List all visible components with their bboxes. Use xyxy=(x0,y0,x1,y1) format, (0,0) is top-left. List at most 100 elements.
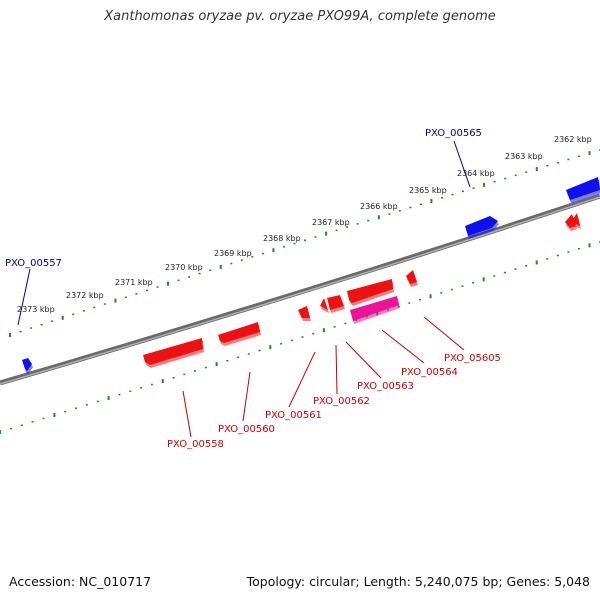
gene-leader-line xyxy=(335,344,338,395)
outer-tick xyxy=(304,239,306,241)
kbp-tick-label: 2372 kbp xyxy=(66,291,104,300)
gene-leader-line xyxy=(242,371,251,422)
inner-tick xyxy=(408,302,411,304)
outer-tick xyxy=(441,197,443,199)
inner-tick xyxy=(96,400,99,403)
outer-tick xyxy=(251,256,254,258)
kbp-tick-label: 2365 kbp xyxy=(409,186,447,195)
gene-label[interactable]: PXO_00557 xyxy=(5,258,62,269)
inner-tick xyxy=(215,362,218,367)
outer-tick xyxy=(124,296,127,298)
inner-tick xyxy=(577,248,580,250)
outer-tick xyxy=(472,187,475,189)
inner-tick xyxy=(493,275,496,277)
outer-tick xyxy=(177,279,180,282)
inner-tick xyxy=(258,349,261,352)
inner-tick xyxy=(280,343,283,345)
outer-tick xyxy=(451,193,454,196)
inner-tick xyxy=(226,360,229,362)
genome-backbone xyxy=(0,193,600,386)
gene-feature-unlabeled[interactable] xyxy=(571,213,580,226)
gene-pxo-00561[interactable] xyxy=(298,306,310,318)
inner-tick xyxy=(503,271,506,274)
gene-pxo-00564[interactable] xyxy=(347,279,393,303)
outer-tick xyxy=(114,298,117,303)
gene-pxo-05605[interactable] xyxy=(406,270,417,284)
gene-label[interactable]: PXO_00563 xyxy=(357,381,414,392)
inner-tick xyxy=(269,345,272,350)
outer-tick xyxy=(493,181,496,183)
outer-tick xyxy=(272,248,275,253)
outer-tick xyxy=(388,213,391,215)
gene-pxo-00557[interactable] xyxy=(22,358,32,371)
inner-tick xyxy=(237,356,240,359)
inner-tick xyxy=(20,424,23,426)
inner-tick xyxy=(183,373,186,376)
outer-tick xyxy=(535,167,538,171)
gene-pxo-00562[interactable] xyxy=(327,295,344,310)
outer-tick xyxy=(209,269,212,271)
kbp-tick-label: 2370 kbp xyxy=(165,263,203,272)
outer-tick xyxy=(314,236,317,238)
gene-label[interactable]: PXO_00560 xyxy=(218,424,275,435)
kbp-tick-label: 2362 kbp xyxy=(554,135,592,144)
inner-tick xyxy=(118,393,121,396)
outer-tick xyxy=(462,190,464,193)
gene-label[interactable]: PXO_05605 xyxy=(444,353,501,364)
gene-pxo-00565[interactable] xyxy=(465,216,498,236)
inner-tick xyxy=(75,407,78,409)
outer-tick xyxy=(51,320,54,322)
gene-leader-line xyxy=(288,351,316,408)
outer-tick xyxy=(219,264,222,269)
outer-tick xyxy=(103,303,106,305)
inner-tick xyxy=(42,417,45,420)
inner-tick xyxy=(514,268,517,270)
gene-label[interactable]: PXO_00561 xyxy=(265,410,322,421)
kbp-tick-label: 2366 kbp xyxy=(360,202,398,211)
outer-tick xyxy=(588,151,591,156)
outer-tick xyxy=(188,276,191,278)
inner-tick xyxy=(588,243,591,248)
outer-tick xyxy=(514,174,517,177)
gene-pxo-00558[interactable] xyxy=(143,338,203,365)
inner-tick xyxy=(140,387,143,389)
inner-tick xyxy=(440,292,443,294)
gene-feature-unlabeled[interactable] xyxy=(320,298,328,310)
outer-tick xyxy=(335,229,338,232)
gene-label[interactable]: PXO_00562 xyxy=(313,396,370,407)
inner-tick xyxy=(301,336,304,338)
inner-tick xyxy=(419,298,421,301)
gene-pxo-00563[interactable] xyxy=(350,296,399,321)
inner-tick xyxy=(450,288,453,291)
outer-tick-track xyxy=(9,149,600,337)
gene-labels: PXO_00557 PXO_00565 PXO_00558 PXO_00560 PXO_… xyxy=(5,128,501,450)
outer-tick xyxy=(398,210,401,212)
inner-tick xyxy=(9,427,12,430)
outer-tick xyxy=(282,246,285,248)
outer-tick xyxy=(409,206,412,209)
outer-tick xyxy=(430,199,433,203)
gene-label[interactable]: PXO_00564 xyxy=(401,367,458,378)
inner-tick xyxy=(31,421,34,423)
inner-tick xyxy=(472,282,475,284)
outer-tick xyxy=(293,242,296,245)
inner-tick xyxy=(525,265,528,267)
inner-tick xyxy=(0,430,1,434)
gene-feature-unlabeled[interactable] xyxy=(566,177,600,200)
gene-label[interactable]: PXO_00565 xyxy=(425,128,482,139)
inner-tick xyxy=(53,413,56,417)
gene-label[interactable]: PXO_00558 xyxy=(167,439,224,450)
gene-leader-line xyxy=(381,329,425,364)
inner-tick xyxy=(535,260,538,265)
outer-tick xyxy=(230,262,233,265)
gene-pxo-00560[interactable] xyxy=(218,322,260,343)
inner-tick xyxy=(344,322,347,325)
inner-tick xyxy=(429,294,432,299)
outer-tick xyxy=(72,313,75,316)
inner-tick xyxy=(194,370,196,372)
outer-tick xyxy=(419,203,422,205)
inner-tick-track xyxy=(0,241,600,434)
outer-tick xyxy=(93,306,96,309)
outer-tick xyxy=(19,330,22,333)
